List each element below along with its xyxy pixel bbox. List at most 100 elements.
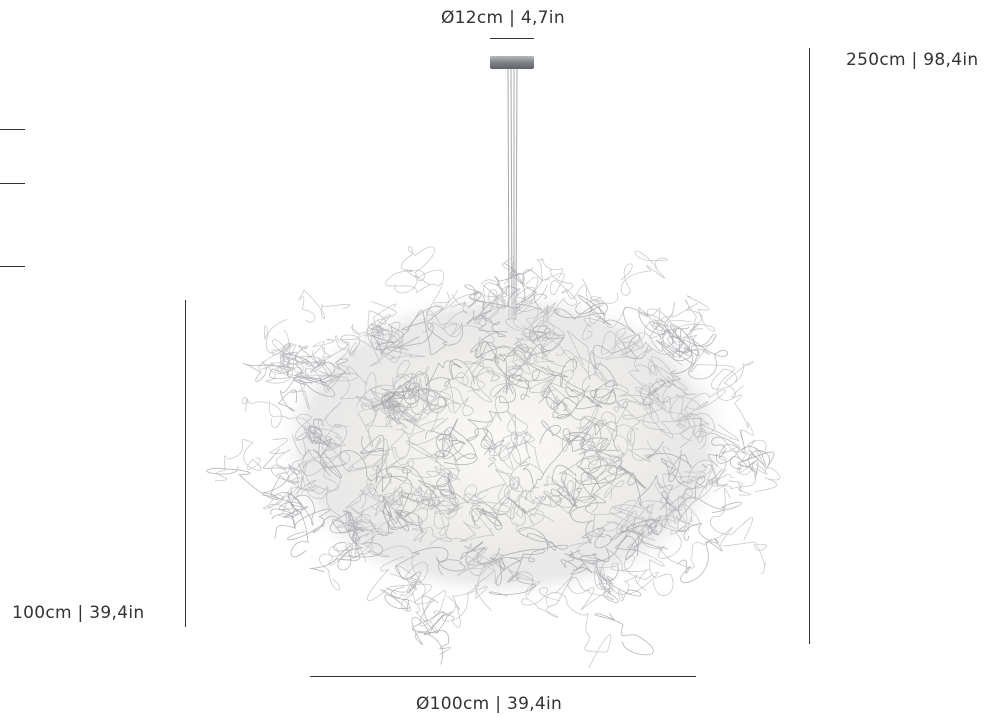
wire-strand xyxy=(649,396,701,427)
wire-strand xyxy=(505,312,555,334)
left-tick-3 xyxy=(0,266,25,267)
wire-strand xyxy=(677,412,710,442)
wire-strand xyxy=(368,482,463,515)
wire-strand xyxy=(411,527,453,547)
wire-strand xyxy=(580,421,620,452)
wire-strand xyxy=(270,493,303,520)
wire-strand xyxy=(523,307,567,368)
wire-strand xyxy=(536,258,564,281)
wire-strand xyxy=(672,472,742,521)
total-height-label: 250cm | 98,4in xyxy=(846,50,979,70)
wire-strand xyxy=(359,324,403,367)
wire-strand xyxy=(512,343,569,381)
wire-strand xyxy=(268,438,292,474)
wire-strand xyxy=(476,340,516,362)
wire-strand xyxy=(394,246,435,294)
total-height-line xyxy=(809,48,810,644)
wire-strand xyxy=(666,501,700,532)
wire-strand xyxy=(721,439,780,493)
wire-strand xyxy=(405,484,460,519)
wire-strand xyxy=(566,576,615,611)
wire-strand xyxy=(433,490,490,536)
wire-strand xyxy=(312,449,386,482)
wire-strand xyxy=(578,440,610,466)
wire-strand xyxy=(731,384,754,439)
wire-strand xyxy=(662,325,690,354)
wire-strand xyxy=(594,612,654,656)
wire-strand xyxy=(382,465,440,507)
wire-strand xyxy=(319,545,353,590)
wire-strand xyxy=(560,358,601,410)
wire-strand xyxy=(590,427,612,453)
wire-strand xyxy=(538,391,604,428)
wire-strand xyxy=(371,488,442,510)
wire-strand xyxy=(625,471,673,511)
wire-strand xyxy=(596,510,657,535)
wire-strand xyxy=(302,435,392,485)
wire-strand xyxy=(670,389,726,422)
wire-strand xyxy=(367,556,432,602)
wire-strand xyxy=(588,452,625,485)
wire-strand xyxy=(642,374,681,406)
wire-strand xyxy=(543,476,573,517)
wire-strand xyxy=(359,434,393,495)
canopy-diameter-label: Ø12cm | 4,7in xyxy=(441,8,565,28)
wire-strand xyxy=(710,487,753,541)
canopy-diameter-line xyxy=(490,38,534,39)
wire-strand xyxy=(549,268,592,303)
wire-strand xyxy=(626,348,659,447)
wire-strand xyxy=(335,303,397,350)
wire-strand xyxy=(533,480,600,508)
wire-strand xyxy=(609,504,654,530)
wire-strand xyxy=(576,454,625,500)
wire-strand xyxy=(214,439,262,482)
wire-strand xyxy=(642,375,686,439)
ceiling-canopy xyxy=(490,56,534,69)
wire-strand xyxy=(418,470,455,496)
shade-height-line xyxy=(185,300,186,627)
wire-strand xyxy=(502,410,536,459)
wire-strand xyxy=(347,452,406,477)
wire-strand xyxy=(494,262,533,309)
wire-strand xyxy=(565,380,616,408)
wire-cloud xyxy=(206,246,780,669)
wire-strand xyxy=(423,377,474,417)
wire-strand xyxy=(490,557,523,586)
wire-strand xyxy=(497,495,544,520)
wire-strand xyxy=(380,493,409,532)
wire-strand xyxy=(635,356,688,391)
wire-strand xyxy=(468,284,510,320)
wire-strand xyxy=(472,507,503,530)
wire-strand xyxy=(510,527,569,563)
wire-strand xyxy=(281,329,297,368)
wire-strand xyxy=(298,289,351,323)
wire-strand xyxy=(575,402,629,446)
wire-strand xyxy=(307,418,333,457)
wire-strand xyxy=(620,250,668,296)
wire-strand xyxy=(466,383,516,456)
wire-strand xyxy=(425,418,476,460)
wire-strand xyxy=(568,513,606,547)
wire-strand xyxy=(515,487,556,525)
wire-strand xyxy=(352,514,399,535)
wire-strand xyxy=(679,413,758,474)
wire-strand xyxy=(600,331,646,355)
wire-strand xyxy=(396,485,468,542)
wire-strand xyxy=(616,396,690,435)
wire-strand xyxy=(397,370,445,427)
wire-strand xyxy=(372,305,447,356)
wire-strand xyxy=(368,496,401,537)
wire-strand xyxy=(592,334,649,405)
wire-strand xyxy=(442,302,495,344)
wire-strand xyxy=(683,456,727,487)
wire-strand xyxy=(277,371,336,412)
wire-strand xyxy=(495,469,535,499)
wire-strand xyxy=(570,478,612,549)
wire-strand xyxy=(359,486,403,510)
wire-strand xyxy=(350,494,395,525)
wire-strand xyxy=(578,562,647,595)
wire-strand xyxy=(501,257,548,316)
wire-strand xyxy=(304,428,346,451)
wire-strand xyxy=(464,284,510,311)
